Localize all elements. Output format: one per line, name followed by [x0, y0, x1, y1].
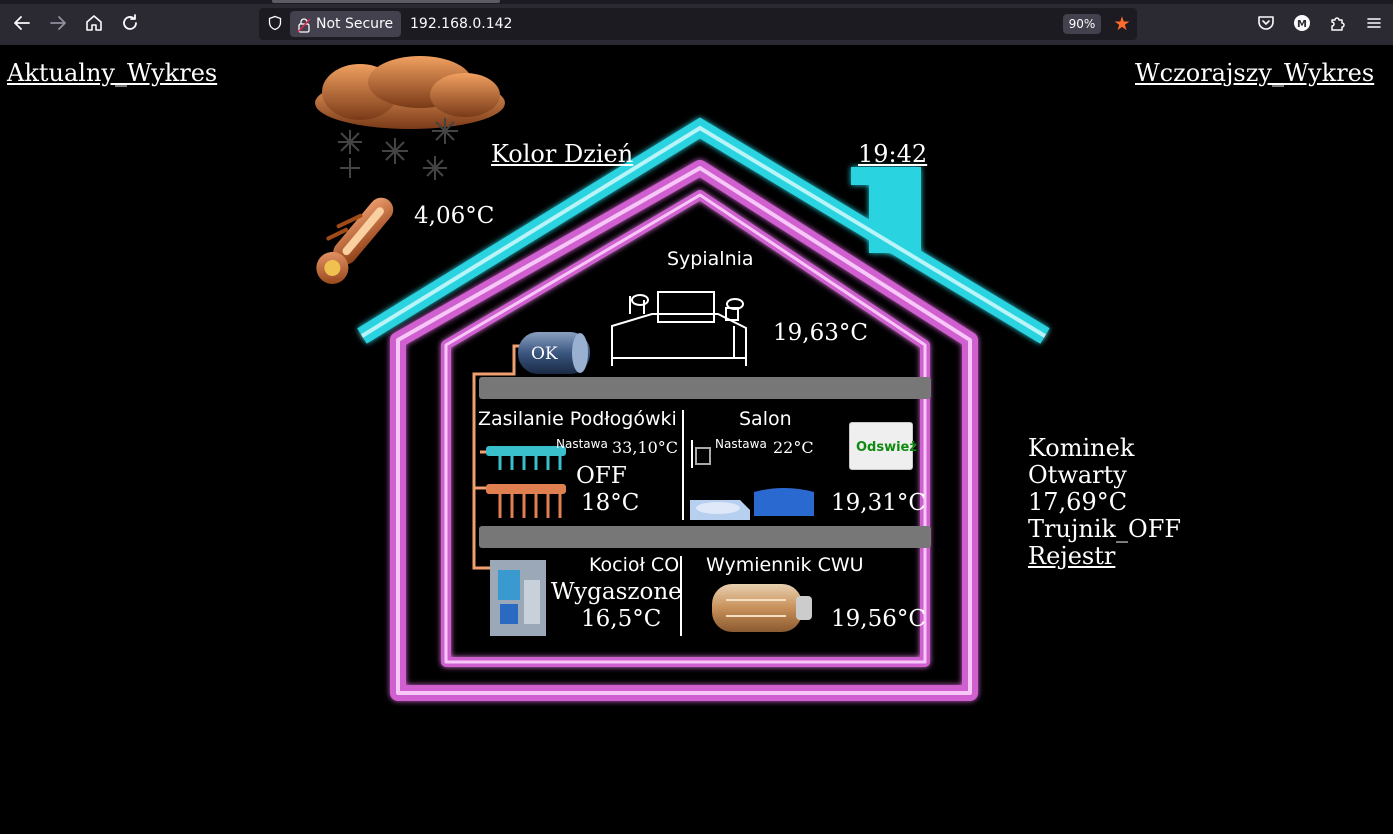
- boiler-label: Kocioł CO: [589, 554, 680, 576]
- exchanger-temperature: 19,56°C: [831, 606, 926, 632]
- boiler-temperature: 16,5°C: [581, 606, 662, 632]
- floor-heating-temperature: 18°C: [581, 490, 640, 516]
- roof: [357, 117, 1050, 344]
- living-room-label: Salon: [739, 408, 792, 430]
- tab-strip: [0, 0, 1393, 4]
- hot-water-tank-icon: [712, 584, 812, 632]
- fireplace-state: Otwarty: [1028, 461, 1127, 489]
- current-chart-link[interactable]: Aktualny_Wykres: [7, 59, 218, 87]
- forward-icon[interactable]: [46, 11, 70, 35]
- shield-icon[interactable]: [267, 15, 283, 31]
- star-icon[interactable]: ★: [1113, 13, 1131, 35]
- boiler-state: Wygaszone: [551, 579, 682, 605]
- zoom-level-button[interactable]: 90%: [1063, 14, 1101, 34]
- outdoor-temperature: 4,06°C: [414, 203, 495, 229]
- account-icon[interactable]: M: [1291, 12, 1313, 34]
- bedroom-label: Sypialnia: [667, 248, 754, 270]
- refresh-button[interactable]: Odswież: [849, 422, 917, 470]
- browser-toolbar: Not Secure 192.168.0.142 90% ★ M: [0, 0, 1393, 45]
- bed-icon: [611, 291, 747, 366]
- clock-time: 19:42: [858, 140, 928, 168]
- menu-icon[interactable]: [1363, 12, 1385, 34]
- svg-text:M: M: [1297, 19, 1307, 30]
- living-room-temperature: 19,31°C: [831, 490, 926, 516]
- floor-heating-label: Zasilanie Podłogówki: [478, 408, 677, 430]
- floor-separator-lower: [479, 526, 931, 548]
- lock-icon: [297, 16, 311, 33]
- floor-heating-setpoint-label: Nastawa: [556, 437, 608, 451]
- yesterday-chart-link[interactable]: Wczorajszy_Wykres: [1135, 59, 1375, 87]
- address-bar[interactable]: Not Secure 192.168.0.142 90% ★: [259, 8, 1137, 40]
- tank-status: OK: [531, 344, 558, 364]
- house-outline: [390, 160, 978, 701]
- back-icon[interactable]: [10, 11, 34, 35]
- exchanger-label: Wymiennik CWU: [706, 554, 864, 576]
- boiler-icon: [490, 560, 546, 636]
- snow-cloud-icon: [315, 56, 505, 180]
- site-security-badge[interactable]: Not Secure: [290, 11, 402, 37]
- security-label: Not Secure: [316, 16, 394, 32]
- fireplace-valve-state: Trujnik_OFF: [1028, 515, 1182, 543]
- home-icon[interactable]: [82, 11, 106, 35]
- sofa-icon: [690, 440, 814, 520]
- living-room-setpoint: 22°C: [773, 438, 814, 457]
- floor-heating-setpoint: 33,10°C: [612, 438, 679, 457]
- floor-separator-upper: [479, 377, 931, 399]
- buffer-tank-icon: [518, 330, 590, 376]
- reload-icon[interactable]: [118, 11, 142, 35]
- thermometer-icon: [316, 197, 394, 284]
- color-mode-link[interactable]: Kolor Dzień: [491, 140, 634, 168]
- bedroom-temperature: 19,63°C: [773, 320, 868, 346]
- floor-heating-state: OFF: [576, 463, 627, 489]
- fireplace-label: Kominek: [1028, 434, 1135, 462]
- register-link[interactable]: Rejestr: [1028, 542, 1116, 570]
- fireplace-temperature: 17,69°C: [1028, 488, 1128, 516]
- living-room-setpoint-label: Nastawa: [715, 437, 767, 451]
- url-text[interactable]: 192.168.0.142: [410, 16, 513, 32]
- floor-heating-manifold-icon: [486, 446, 566, 518]
- extensions-icon[interactable]: [1327, 12, 1349, 34]
- pocket-icon[interactable]: [1255, 12, 1277, 34]
- active-tab-indicator: [272, 0, 500, 3]
